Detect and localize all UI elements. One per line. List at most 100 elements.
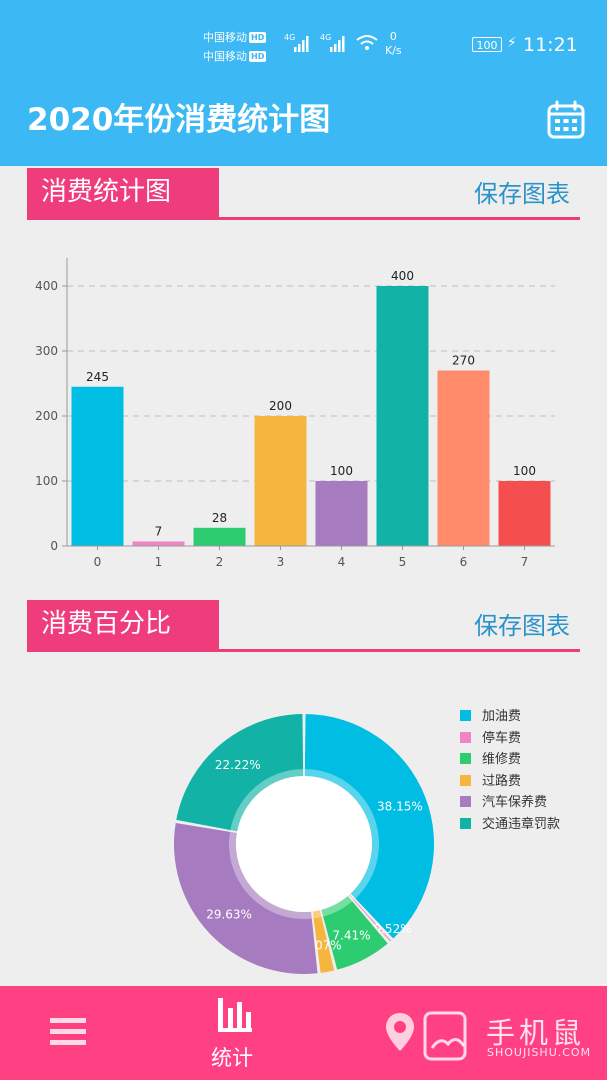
- pie-legend: 加油费停车费维修费过路费汽车保养费交通违章罚款: [460, 706, 560, 835]
- bottom-nav: [0, 986, 607, 1080]
- section-divider: [27, 217, 580, 220]
- y-tick-label: 200: [35, 409, 58, 423]
- donut-slice-highlight: [230, 769, 304, 832]
- donut-slice: [349, 894, 391, 942]
- bar-chart-icon[interactable]: [216, 996, 254, 1036]
- x-tick-label: 6: [460, 555, 468, 569]
- slice-label: 0.52%: [373, 922, 411, 936]
- x-tick-label: 7: [521, 555, 529, 569]
- network-type: 4G: [320, 33, 331, 42]
- hd-badge: HD: [249, 51, 267, 62]
- y-tick-label: 100: [35, 474, 58, 488]
- bar-data-label: 7: [155, 524, 163, 538]
- legend-swatch: [460, 753, 471, 764]
- slice-label: 29.63%: [206, 908, 252, 922]
- donut-slice-highlight: [349, 894, 355, 901]
- section-divider: [27, 649, 580, 652]
- donut-slice: [304, 714, 434, 939]
- charging-icon: ⚡: [507, 35, 517, 51]
- network-speed: 0 K/s: [385, 30, 402, 57]
- save-chart-button[interactable]: 保存图表: [474, 612, 570, 640]
- x-tick-label: 4: [338, 555, 346, 569]
- save-chart-button[interactable]: 保存图表: [474, 180, 570, 208]
- donut-slice: [321, 896, 388, 970]
- signal-icon: 4G: [284, 33, 309, 52]
- carrier-info: 中国移动 HD 中国移动 HD: [203, 28, 267, 66]
- map-pin-icon[interactable]: [384, 1011, 416, 1053]
- bar: [376, 286, 429, 546]
- app-bar: 2020年份消费统计图: [0, 90, 607, 166]
- slice-label: 38.15%: [377, 800, 423, 814]
- x-tick-label: 5: [399, 555, 407, 569]
- bar: [498, 481, 551, 546]
- x-tick-label: 0: [94, 555, 102, 569]
- legend-swatch: [460, 710, 471, 721]
- bar-data-label: 200: [269, 399, 292, 413]
- slice-label: 7.41%: [332, 928, 370, 942]
- legend-item: 交通违章罚款: [460, 814, 560, 836]
- y-tick-label: 400: [35, 279, 58, 293]
- bar: [315, 481, 368, 546]
- watermark-subtext: SHOUJISHU.COM: [487, 1046, 592, 1059]
- bar-data-label: 245: [86, 370, 109, 384]
- legend-label: 交通违章罚款: [482, 816, 561, 832]
- bar: [71, 386, 124, 546]
- bar: [437, 370, 490, 546]
- bar: [254, 416, 307, 546]
- bar-chart-section-header: 消费统计图 保存图表: [27, 168, 580, 220]
- y-tick-label: 300: [35, 344, 58, 358]
- bar: [193, 527, 246, 546]
- legend-swatch: [460, 817, 471, 829]
- status-time: 11:21: [523, 34, 578, 56]
- bar-data-label: 100: [513, 464, 536, 478]
- legend-item: 过路费: [460, 771, 560, 793]
- battery-icon: 100: [472, 37, 502, 52]
- x-tick-label: 2: [216, 555, 224, 569]
- slice-label: 22.22%: [215, 758, 261, 772]
- legend-label: 维修费: [482, 752, 522, 767]
- wifi-icon: [356, 35, 378, 50]
- legend-item: 维修费: [460, 749, 560, 771]
- legend-item: 加油费: [460, 706, 560, 728]
- watermark-logo-icon: [423, 1011, 467, 1061]
- bar: [132, 541, 185, 546]
- donut-slice-highlight: [312, 910, 322, 919]
- section-title: 消费统计图: [27, 168, 219, 217]
- donut-chart: 38.15%0.52%7.41%2.07%29.63%22.22%: [174, 714, 434, 974]
- signal-icon: 4G: [320, 33, 345, 52]
- donut-slice-highlight: [304, 769, 380, 899]
- page-title: 2020年份消费统计图: [27, 102, 331, 138]
- watermark-text: 手机鼠: [486, 1016, 586, 1050]
- donut-hole: [236, 776, 372, 912]
- x-tick-label: 1: [155, 555, 163, 569]
- donut-slice-highlight: [321, 896, 353, 917]
- donut-slice: [174, 822, 318, 974]
- legend-swatch: [460, 796, 471, 807]
- donut-slice: [312, 910, 335, 973]
- legend-label: 加油费: [482, 709, 522, 724]
- donut-slice: [176, 714, 304, 832]
- hd-badge: HD: [249, 32, 267, 43]
- bar-chart: 0 100 200 300 400 245 0 7 1 28 2 200 3 100 4 400 5 270 6 10…: [35, 258, 555, 569]
- carrier-2: 中国移动: [203, 50, 247, 63]
- y-tick-label: 0: [50, 539, 58, 553]
- legend-swatch: [460, 774, 471, 786]
- legend-label: 停车费: [482, 730, 522, 746]
- pie-chart-section-header: 消费百分比 保存图表: [27, 600, 580, 652]
- legend-label: 汽车保养费: [482, 795, 548, 810]
- bar-data-label: 28: [212, 511, 227, 525]
- network-type: 4G: [284, 33, 295, 42]
- legend-item: 汽车保养费: [460, 792, 560, 814]
- menu-icon[interactable]: [50, 1016, 86, 1048]
- legend-swatch: [460, 731, 471, 743]
- x-tick-label: 3: [277, 555, 285, 569]
- legend-item: 停车费: [460, 728, 560, 750]
- bar-data-label: 270: [452, 354, 475, 368]
- carrier-1: 中国移动: [203, 31, 247, 44]
- bar-data-label: 100: [330, 464, 353, 478]
- legend-label: 过路费: [482, 773, 522, 789]
- calendar-icon[interactable]: [546, 100, 586, 140]
- bar-data-label: 400: [391, 269, 414, 283]
- status-bar: 中国移动 HD 中国移动 HD 4G 4G 0 K/s 100 ⚡ 11:21: [0, 0, 607, 90]
- tab-stats-label[interactable]: 统计: [211, 1046, 253, 1070]
